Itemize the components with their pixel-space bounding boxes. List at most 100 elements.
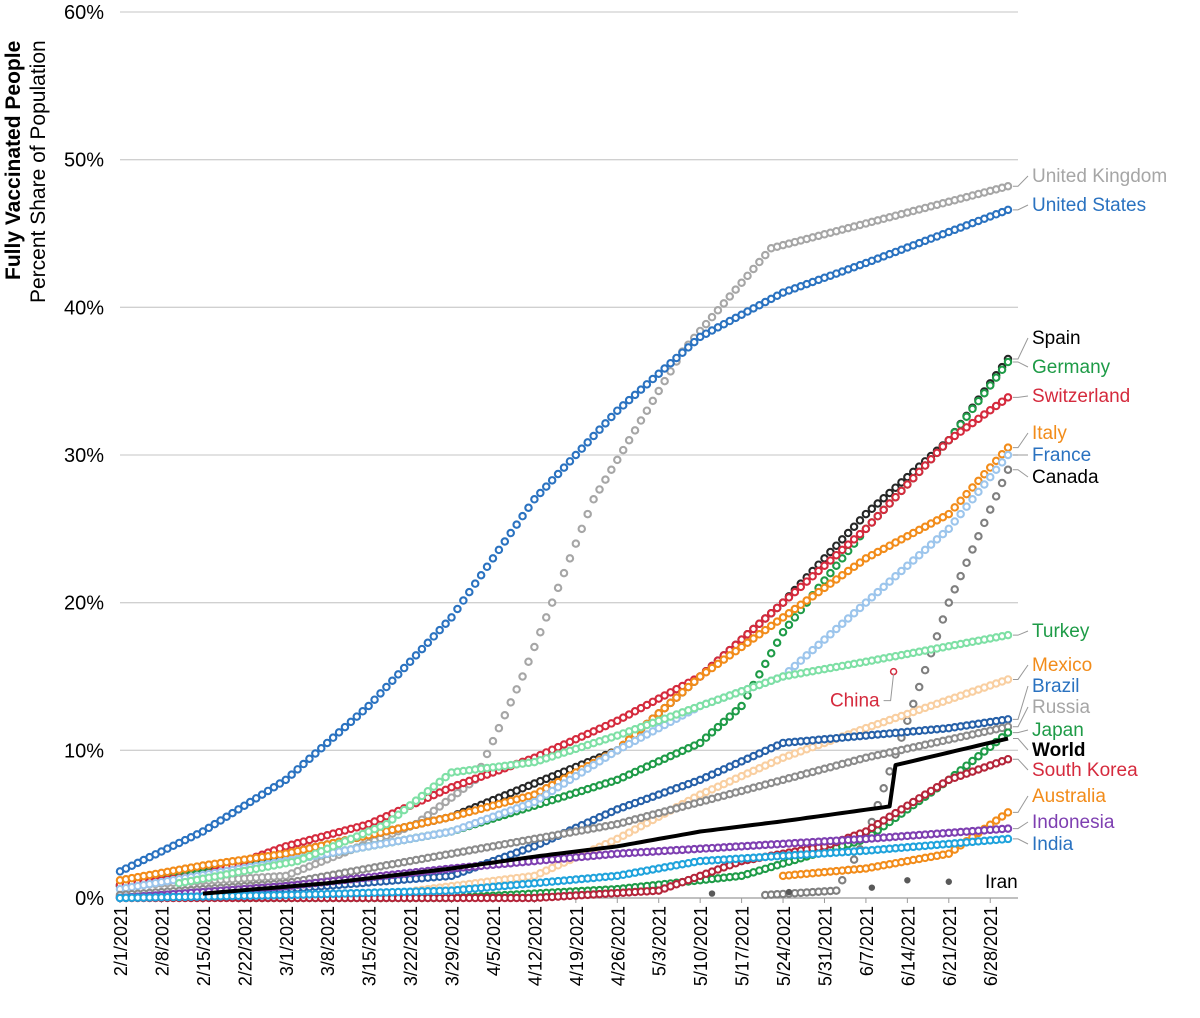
data-point (920, 461, 930, 470)
series-label-united-kingdom: United Kingdom (1032, 166, 1167, 187)
data-point (577, 444, 587, 453)
data-point (932, 448, 942, 458)
data-point (903, 716, 912, 726)
data-point (743, 271, 752, 281)
data-point (920, 790, 930, 799)
data-point (429, 806, 439, 816)
data-point (837, 619, 847, 629)
data-point (530, 642, 539, 652)
x-tick-label: 4/5/2021 (484, 906, 504, 976)
data-point (405, 657, 415, 666)
data-point (974, 414, 983, 424)
series-label-indonesia: Indonesia (1032, 812, 1115, 833)
data-point (1003, 754, 1013, 764)
data-point (755, 257, 764, 267)
data-point (944, 849, 954, 858)
leader-line (1013, 361, 1029, 368)
data-point (358, 707, 367, 716)
data-point (536, 794, 545, 803)
data-point (974, 531, 983, 541)
series-label-france: France (1032, 445, 1091, 466)
data-point (701, 733, 711, 742)
data-point (991, 816, 1001, 825)
data-point (926, 540, 936, 549)
data-point (784, 608, 794, 618)
data-point (867, 593, 877, 602)
data-point (873, 587, 883, 597)
data-point (755, 630, 764, 639)
series-label-canada: Canada (1032, 467, 1099, 488)
data-point (743, 638, 752, 647)
data-point (435, 802, 444, 811)
data-point (435, 777, 444, 787)
series-south-korea (115, 754, 1013, 903)
data-point (914, 550, 924, 560)
leader-line (1013, 758, 1029, 771)
data-point (636, 385, 646, 394)
data-point (713, 306, 723, 315)
data-point (784, 620, 794, 630)
data-point (654, 386, 663, 396)
data-point (411, 651, 421, 660)
y-tick-label: 20% (64, 593, 104, 615)
y-tick-label: 40% (64, 297, 104, 319)
data-point (441, 619, 450, 629)
data-point (785, 888, 793, 896)
data-point (766, 608, 776, 618)
data-point (583, 764, 592, 774)
data-point (879, 505, 888, 515)
data-point (885, 577, 894, 586)
data-point (642, 406, 652, 415)
data-point (832, 624, 841, 634)
data-point (968, 418, 977, 428)
data-point (1003, 728, 1013, 737)
x-tick-label: 5/17/2021 (733, 906, 753, 986)
data-point (909, 797, 918, 807)
x-tick-label: 5/24/2021 (774, 906, 794, 986)
series-world (202, 736, 1009, 896)
data-point (945, 878, 952, 885)
data-point (897, 566, 906, 576)
data-point (731, 707, 740, 716)
data-point (855, 603, 865, 613)
data-point (832, 886, 841, 895)
data-point (814, 640, 823, 650)
data-point (950, 585, 959, 594)
data-point (885, 767, 894, 776)
data-point (1003, 675, 1013, 684)
data-point (429, 632, 439, 641)
data-point (1003, 808, 1013, 817)
data-point (868, 884, 876, 891)
data-point (761, 659, 770, 669)
data-point (393, 670, 403, 679)
data-point (938, 779, 948, 788)
data-point (909, 473, 918, 483)
series-label-germany: Germany (1032, 357, 1111, 378)
annotation-label: China (830, 691, 880, 712)
data-point (689, 337, 699, 347)
data-point (749, 264, 758, 274)
annotation-line (883, 673, 895, 702)
data-point (1003, 715, 1013, 724)
data-point (962, 412, 971, 422)
data-point (968, 483, 977, 492)
data-point (1003, 824, 1013, 833)
data-point (904, 877, 911, 884)
data-point (672, 693, 681, 702)
leader-line (1013, 738, 1029, 751)
data-point (228, 808, 237, 818)
data-point (447, 793, 456, 802)
data-point (530, 797, 539, 807)
data-point (695, 738, 705, 748)
data-point (204, 823, 214, 833)
data-point (808, 572, 817, 581)
data-point (944, 598, 954, 607)
data-point (547, 476, 557, 485)
data-point (713, 659, 723, 669)
data-point (849, 535, 859, 544)
data-point (524, 657, 533, 666)
data-point (962, 423, 971, 432)
leader-line (1013, 795, 1029, 813)
data-point (299, 759, 308, 769)
data-point (956, 571, 965, 581)
